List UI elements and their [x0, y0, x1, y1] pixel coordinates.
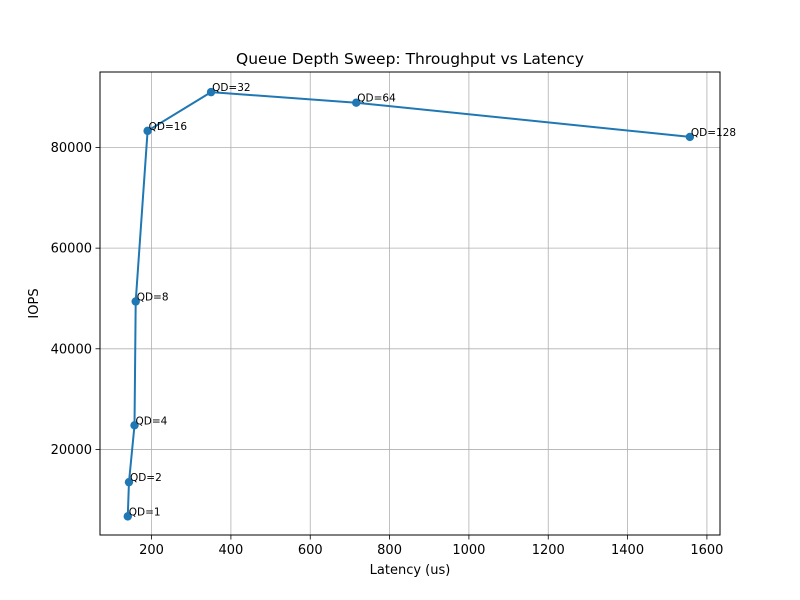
data-point — [131, 297, 140, 306]
axis-ticks: 200 400 600 800 1000 1200 1400 1600 20000 40000 60… — [51, 141, 724, 558]
x-tick-label: 1000 — [452, 543, 485, 558]
x-tick-label: 200 — [139, 543, 164, 558]
y-axis-label: IOPS — [27, 288, 42, 318]
plot-frame — [99, 71, 721, 536]
point-label: QD=4 — [136, 415, 168, 427]
data-point — [143, 126, 152, 136]
point-label: QD=32 — [212, 82, 251, 94]
x-axis-label: Latency (us) — [370, 563, 451, 578]
x-tick-label: 400 — [218, 543, 243, 558]
point-label: QD=128 — [691, 127, 736, 139]
data-point — [123, 512, 132, 521]
point-label: QD=64 — [357, 93, 396, 105]
point-label: QD=8 — [137, 291, 169, 303]
data-point — [685, 132, 695, 142]
y-tick-label: 20000 — [51, 443, 92, 458]
point-label: QD=2 — [130, 472, 162, 484]
data-point — [124, 477, 134, 487]
data-point — [352, 98, 361, 107]
x-tick-label: 1200 — [532, 543, 565, 558]
x-tick-label: 1600 — [690, 543, 723, 558]
x-tick-label: 1400 — [611, 543, 644, 558]
x-tick-label: 800 — [377, 543, 402, 558]
data-point — [130, 421, 139, 430]
x-tick-label: 600 — [298, 543, 323, 558]
chart-title: Queue Depth Sweep: Throughput vs Latency — [236, 50, 584, 68]
y-tick-label: 40000 — [51, 342, 92, 357]
data-point — [206, 87, 216, 97]
grid-lines — [100, 72, 720, 535]
point-label: QD=16 — [149, 121, 188, 133]
point-label: QD=1 — [129, 506, 161, 518]
series-layer: QD=1 QD=2 QD=4 QD=8 QD=16 QD=32 QD=64 QD=128 — [123, 82, 736, 521]
y-tick-label: 80000 — [51, 141, 92, 156]
series-line — [126, 91, 690, 517]
y-tick-label: 60000 — [51, 242, 92, 257]
